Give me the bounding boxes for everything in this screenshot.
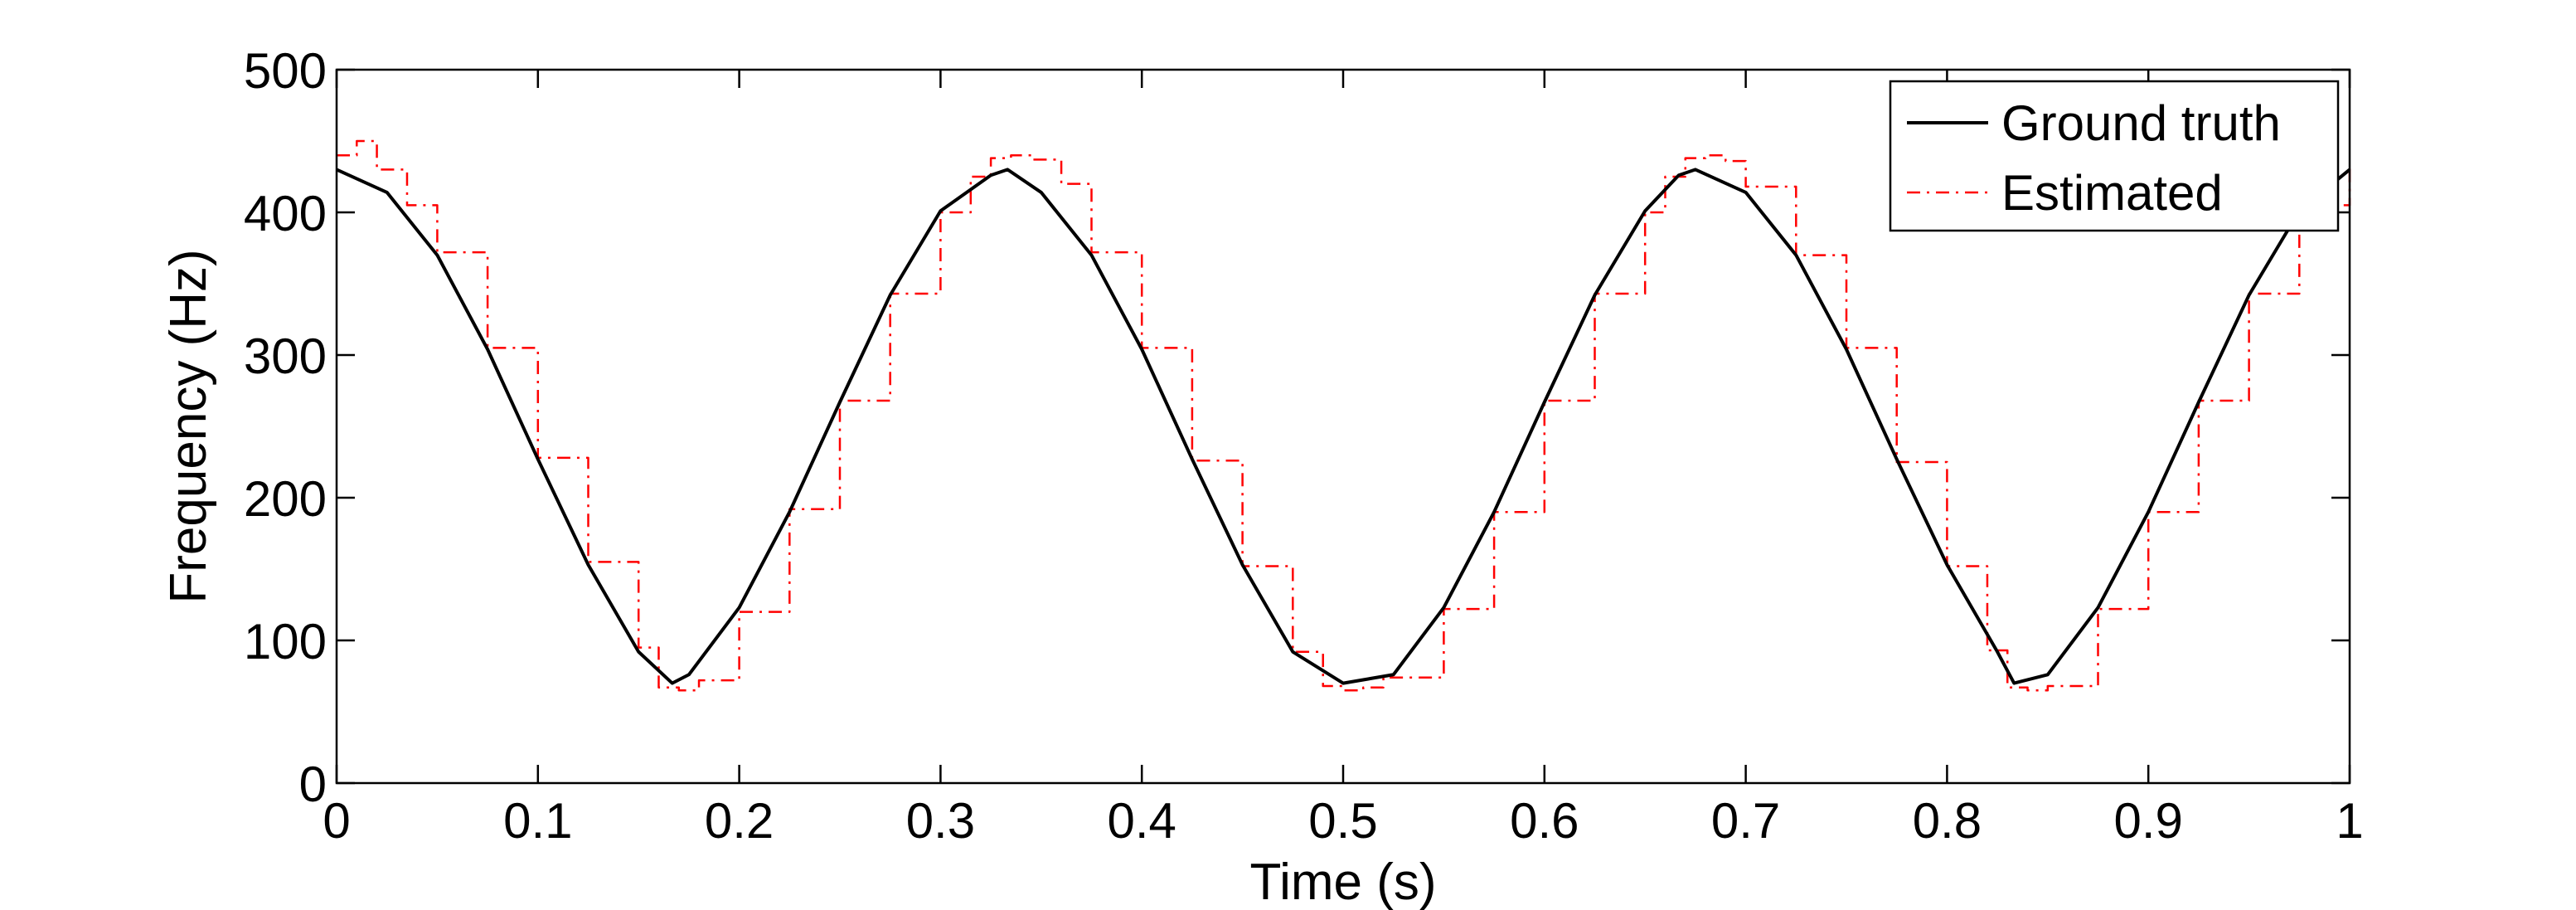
legend-ground-truth-label: Ground truth <box>2001 95 2281 151</box>
x-tick-label: 0.7 <box>1711 793 1780 849</box>
x-tick-label: 0.3 <box>906 793 975 849</box>
y-axis-label: Frequency (Hz) <box>160 249 217 603</box>
x-tick-label: 0.4 <box>1107 793 1176 849</box>
legend: Ground truth Estimated <box>1889 80 2340 232</box>
series-estimated-line <box>337 139 2351 692</box>
y-tick-labels: 0 100 200 300 400 500 <box>244 43 327 812</box>
x-tick-label: 0.5 <box>1308 793 1377 849</box>
x-tick-label: 0 <box>323 793 350 849</box>
y-tick-label: 500 <box>244 43 327 99</box>
y-tick-label: 300 <box>244 328 327 384</box>
x-tick-labels: 0 0.1 0.2 0.3 0.4 0.5 0.6 0.7 0.8 0.9 1 <box>323 793 2363 849</box>
y-tick-label: 200 <box>244 471 327 527</box>
x-tick-label: 0.2 <box>705 793 774 849</box>
x-axis-label: Time (s) <box>1250 854 1437 910</box>
series-ground-truth-line <box>336 168 2351 685</box>
x-tick-label: 1 <box>2336 793 2363 849</box>
x-tick-label: 0.1 <box>503 793 572 849</box>
y-tick-label: 400 <box>244 186 327 241</box>
legend-estimated-label: Estimated <box>2001 165 2223 221</box>
plot-frame <box>335 68 2351 785</box>
x-tick-label: 0.6 <box>1510 793 1579 849</box>
plot-series <box>336 139 2351 692</box>
y-tick-label: 100 <box>244 614 327 669</box>
x-tick-label: 0.8 <box>1913 793 1982 849</box>
legend-box <box>1889 80 2340 232</box>
y-tick-label: 0 <box>299 757 327 812</box>
x-tick-label: 0.9 <box>2113 793 2182 849</box>
